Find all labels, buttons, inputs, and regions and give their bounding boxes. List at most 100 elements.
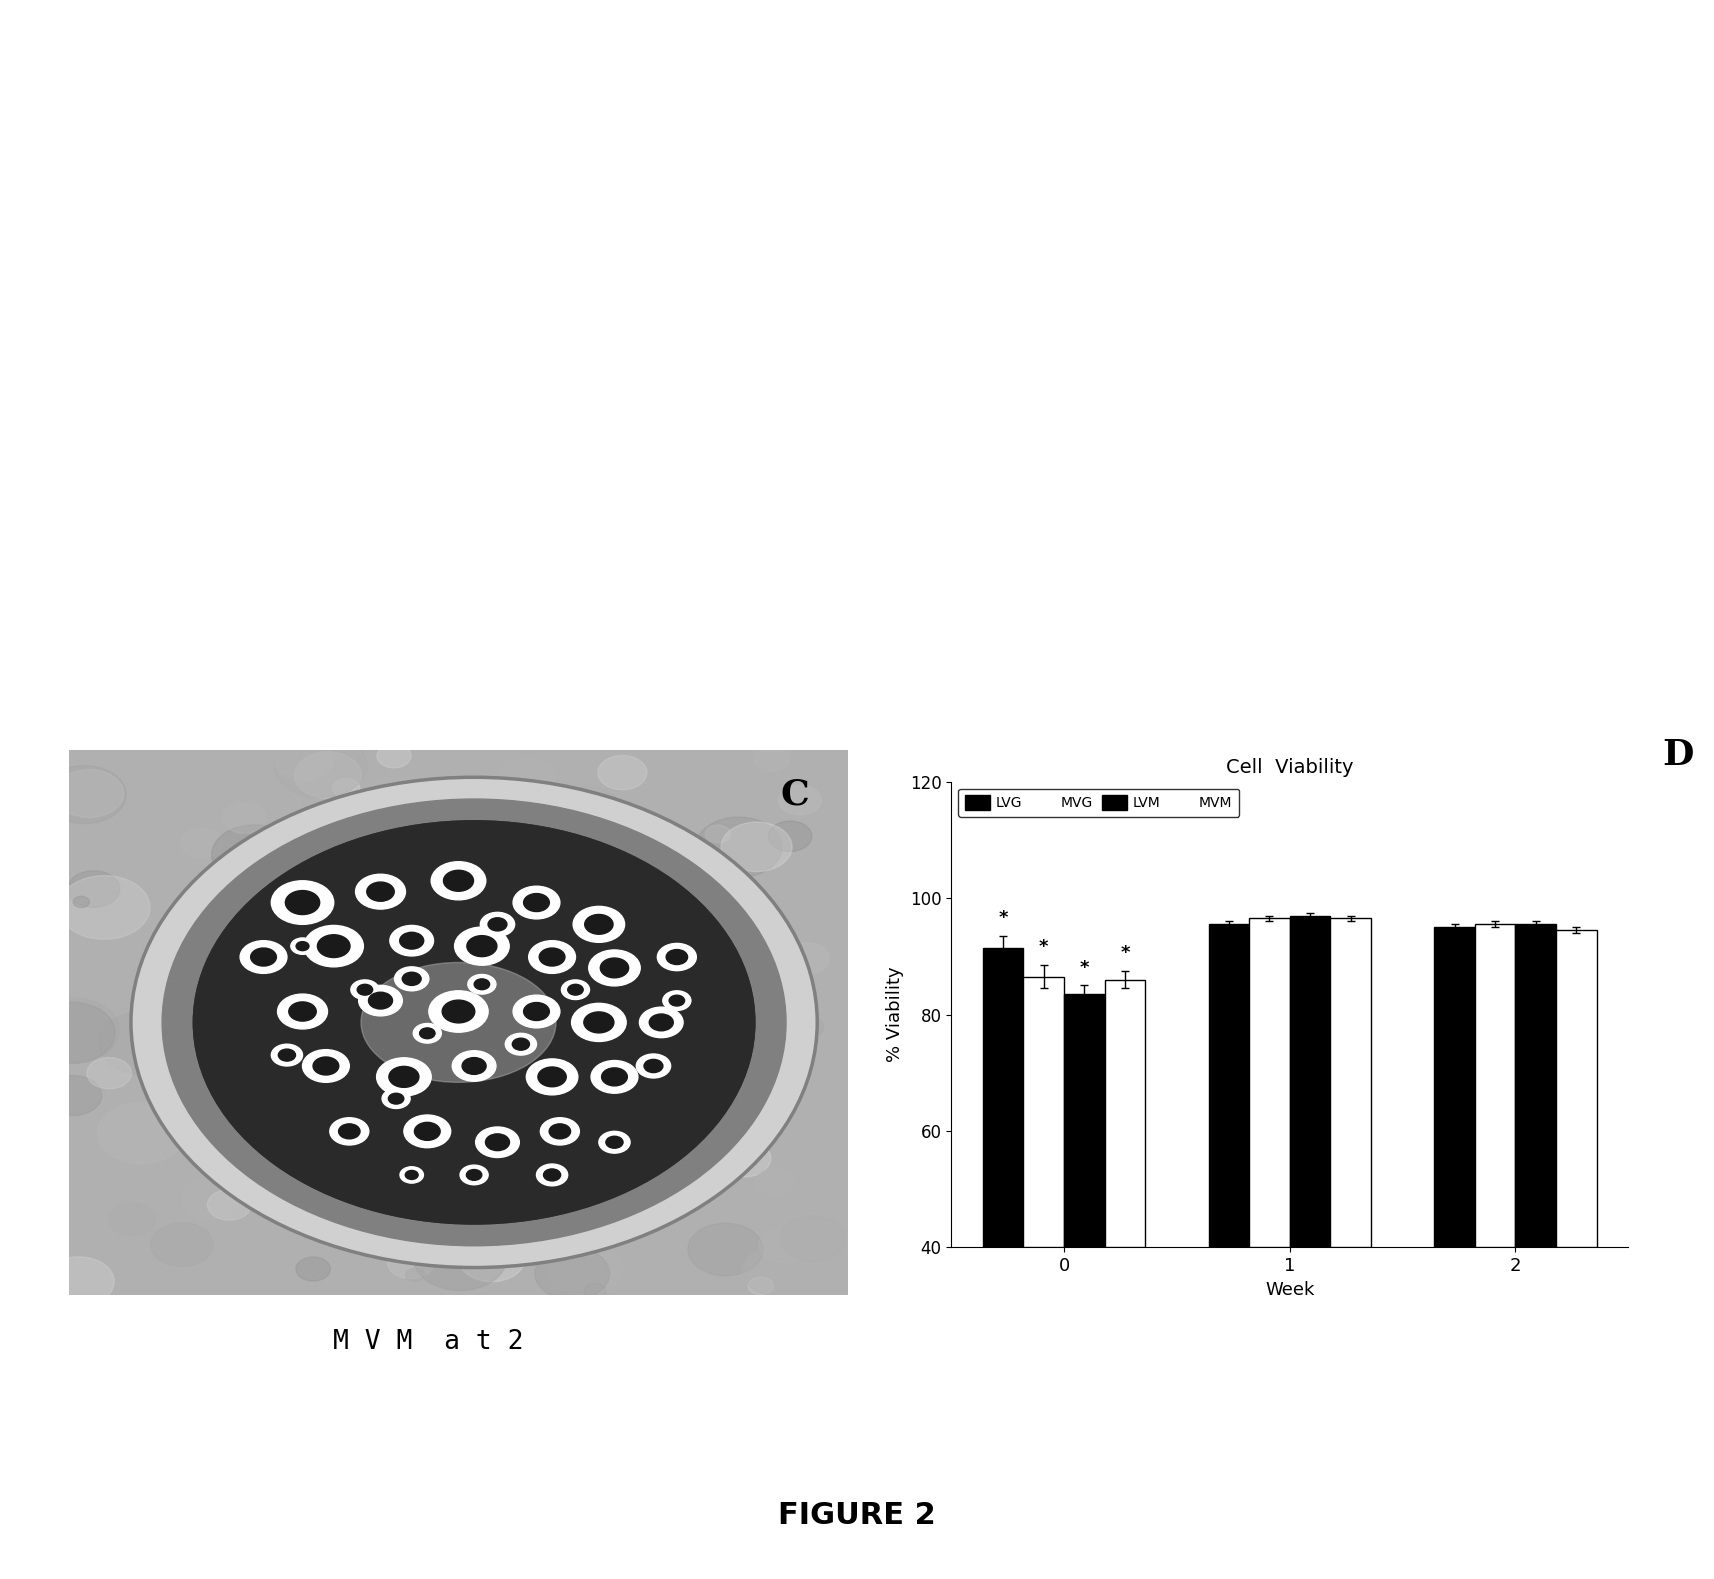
Circle shape [605,1137,624,1148]
Circle shape [593,366,636,404]
Circle shape [607,827,636,848]
Circle shape [620,309,639,327]
Circle shape [552,786,622,835]
Circle shape [403,183,437,212]
Circle shape [329,1118,369,1145]
Circle shape [377,744,411,767]
Circle shape [413,1225,507,1290]
Circle shape [485,167,509,188]
Circle shape [768,821,812,851]
Circle shape [668,995,684,1006]
Circle shape [452,1050,495,1082]
Circle shape [291,938,314,954]
Circle shape [706,826,730,843]
Circle shape [398,339,458,390]
Circle shape [639,1007,684,1037]
X-axis label: Week: Week [1265,1281,1315,1298]
Circle shape [182,829,223,857]
Circle shape [209,974,231,992]
Circle shape [377,850,425,883]
Circle shape [778,785,821,815]
Circle shape [288,897,346,938]
Circle shape [584,1012,614,1033]
Circle shape [310,298,357,338]
Circle shape [285,891,321,914]
Circle shape [715,1071,756,1099]
Circle shape [288,1003,317,1022]
Circle shape [271,881,334,924]
Bar [1208,924,1250,1247]
Circle shape [528,807,600,857]
Circle shape [43,1257,115,1306]
Circle shape [485,1134,509,1151]
Circle shape [602,1067,627,1086]
Text: D: D [1663,739,1693,772]
Circle shape [523,238,550,264]
Circle shape [554,488,581,512]
Circle shape [559,954,622,998]
Circle shape [394,966,428,990]
Circle shape [662,264,692,291]
Text: *: * [1121,944,1130,962]
Circle shape [389,1066,418,1088]
Circle shape [243,617,283,651]
Bar [982,947,1023,1247]
Circle shape [221,234,259,268]
Circle shape [406,1268,425,1282]
Circle shape [545,1241,622,1295]
Legend: LVG, MVG, LVM, MVM: LVG, MVG, LVM, MVM [958,788,1239,818]
Circle shape [295,1112,387,1176]
Circle shape [490,791,583,856]
Circle shape [502,302,540,335]
Circle shape [562,981,590,1000]
Circle shape [648,354,675,377]
Circle shape [369,992,393,1009]
Circle shape [521,197,552,224]
Circle shape [262,417,312,461]
Circle shape [1361,448,1371,456]
Circle shape [658,943,696,971]
Circle shape [488,917,507,932]
Circle shape [662,1055,734,1105]
Circle shape [521,838,564,867]
Circle shape [535,1217,576,1246]
Circle shape [367,883,394,902]
Bar [1435,927,1474,1247]
Circle shape [540,1118,579,1145]
Circle shape [550,283,584,313]
Ellipse shape [130,777,818,1268]
Circle shape [540,1142,615,1194]
Circle shape [377,1058,432,1096]
Circle shape [348,1170,372,1186]
Circle shape [452,246,495,283]
Circle shape [475,1167,543,1214]
Bar [1064,995,1106,1247]
Circle shape [278,995,327,1030]
Circle shape [271,1044,302,1066]
Text: C: C [780,777,809,812]
Circle shape [87,1058,132,1090]
Circle shape [351,981,379,1000]
Circle shape [518,984,560,1012]
Circle shape [1364,291,1383,306]
Circle shape [458,924,480,940]
Circle shape [567,984,583,995]
Circle shape [27,1003,115,1064]
Circle shape [422,1066,464,1096]
Circle shape [492,1217,523,1240]
Circle shape [110,1203,156,1236]
Circle shape [675,848,708,870]
Circle shape [346,147,384,180]
Circle shape [415,1123,440,1140]
Circle shape [747,1277,773,1295]
Circle shape [333,778,360,797]
Circle shape [271,1053,341,1102]
Circle shape [303,925,363,966]
Circle shape [207,1189,252,1221]
Circle shape [389,925,434,955]
Circle shape [285,936,322,962]
Circle shape [343,568,387,605]
Circle shape [780,1216,845,1262]
Circle shape [223,802,266,834]
Circle shape [355,924,374,936]
